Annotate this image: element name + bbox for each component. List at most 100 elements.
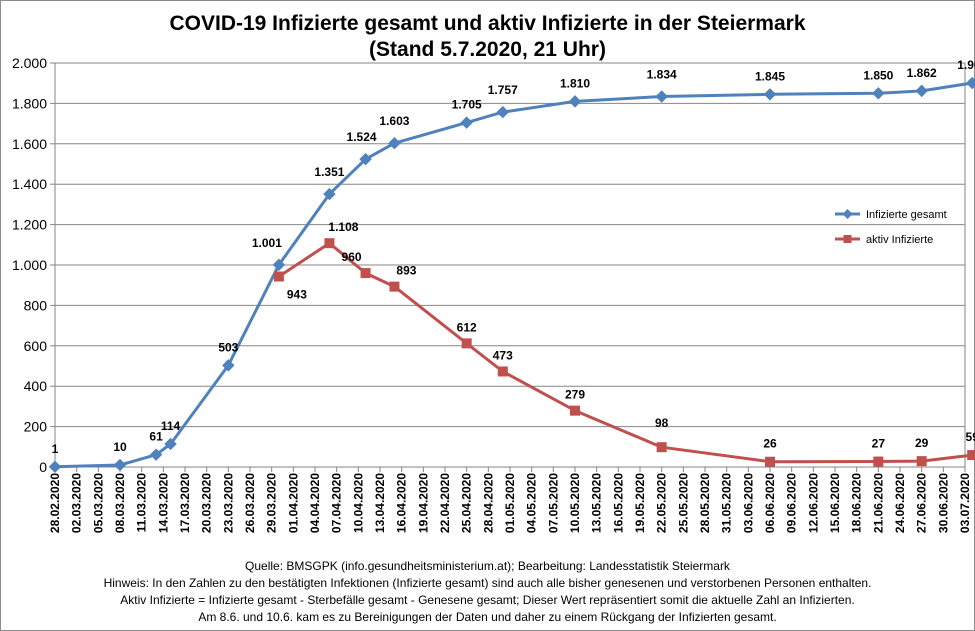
data-point-square [324,238,335,249]
correction-note: Am 8.6. und 10.6. kam es zu Bereinigunge… [198,610,777,624]
definition-note: Aktiv Infizierte = Infizierte gesamt - S… [120,593,855,607]
data-point-diamond [222,359,235,372]
data-point-diamond [323,187,336,201]
data-point-diamond [496,105,509,119]
x-tick-label: 22.04.2020 [438,473,452,533]
data-label: 960 [342,250,362,264]
data-point-diamond [48,460,62,474]
x-tick-label: 28.04.2020 [481,473,495,533]
x-tick-label: 15.06.2020 [828,473,842,533]
data-point-diamond [915,84,928,98]
data-label: 612 [457,320,477,334]
data-label: 1.834 [647,68,677,82]
data-label: 98 [655,416,669,430]
data-point-square [916,456,927,467]
data-label: 1.001 [252,236,282,250]
x-tick-label: 20.03.2020 [200,473,214,533]
x-tick-label: 19.04.2020 [416,473,430,533]
line-chart: 0 200 400 600 800 1.000 1.200 1.400 1.600 1.800 2.… [12,55,975,533]
x-tick-label: 06.06.2020 [763,473,777,533]
x-tick-label: 24.06.2020 [893,473,907,533]
data-label: 503 [218,340,238,354]
x-tick-label: 05.03.2020 [91,473,105,533]
x-tick-label: 16.04.2020 [395,473,409,533]
x-tick-label: 08.03.2020 [113,473,127,533]
chart-title: COVID-19 Infizierte gesamt und aktiv Inf… [169,12,806,35]
y-tick-label: 600 [24,338,48,354]
series-line [278,241,973,464]
data-point-square [273,271,284,282]
data-label: 27 [872,437,886,451]
x-tick-label: 31.05.2020 [720,473,734,533]
x-tick-label: 26.03.2020 [243,473,257,533]
x-tick-label: 10.05.2020 [568,473,582,533]
data-point-square [461,338,472,349]
data-label: 1.862 [907,66,937,80]
x-tick-label: 18.06.2020 [850,473,864,533]
chart-subtitle: (Stand 5.7.2020, 21 Uhr) [369,38,606,61]
y-tick-label: 1.000 [12,257,47,273]
legend-marker-square [843,235,852,243]
data-point-diamond [113,458,127,472]
legend-label: aktiv Infizierte [866,234,933,246]
data-point-diamond [272,258,286,272]
x-tick-label: 02.03.2020 [70,473,84,533]
series-line [54,81,973,469]
data-label: 1.705 [452,98,482,112]
y-tick-label: 1.200 [12,217,47,233]
x-tick-label: 30.06.2020 [936,473,950,533]
y-tick-label: 400 [24,378,48,394]
data-label: 1.757 [488,83,518,97]
legend-marker-diamond [842,209,853,219]
data-label: 59 [966,430,975,444]
x-tick-label: 28.05.2020 [698,473,712,533]
data-point-diamond [872,87,885,100]
data-label: 1.524 [347,130,377,144]
x-tick-label: 01.04.2020 [286,473,300,533]
x-tick-label: 22.05.2020 [655,473,669,533]
x-tick-label: 04.04.2020 [308,473,322,533]
data-label: 1.108 [328,220,358,234]
x-tick-label: 07.04.2020 [330,473,344,533]
data-point-square [765,456,775,467]
data-point-diamond [460,116,473,129]
data-label: 1.810 [560,76,590,90]
x-tick-label: 25.04.2020 [460,473,474,533]
data-point-square [570,405,580,416]
y-tick-label: 1.400 [12,176,47,192]
data-point-diamond [388,136,401,150]
data-label: 10 [113,440,127,454]
x-tick-label: 13.05.2020 [590,473,604,533]
x-tick-label: 03.06.2020 [741,473,755,533]
y-tick-label: 1.800 [12,95,47,111]
y-tick-label: 1.600 [12,136,47,152]
data-label: 279 [565,388,585,402]
x-tick-label: 03.07.2020 [958,473,972,533]
x-tick-label: 04.05.2020 [525,473,539,533]
data-label: 473 [493,348,513,362]
x-tick-label: 01.05.2020 [503,473,517,533]
x-tick-label: 25.05.2020 [676,473,690,533]
data-point-diamond [568,95,582,108]
data-label: 943 [287,288,307,302]
data-point-square [873,456,884,467]
data-label: 893 [396,264,416,278]
data-label: 1.850 [863,68,893,82]
series-aktiv-infizierte: 943 1.108 960 893 612 473 279 98 26 27 29 59 [273,220,975,467]
data-label: 61 [149,430,163,444]
hint-note: Hinweis: In den Zahlen zu den bestätigte… [103,576,872,590]
data-point-square [360,268,371,279]
data-point-square [656,442,667,453]
x-tick-label: 28.02.2020 [48,473,62,533]
x-tick-label: 11.03.2020 [135,473,149,533]
data-point-diamond [359,152,372,166]
data-label: 26 [763,437,777,451]
data-point-square [497,366,508,377]
data-point-diamond [655,90,668,103]
data-point-square [389,281,400,292]
x-tick-label: 13.04.2020 [373,473,387,533]
data-point-diamond [966,76,975,90]
y-tick-label: 800 [24,297,48,313]
x-tick-label: 19.05.2020 [633,473,647,533]
